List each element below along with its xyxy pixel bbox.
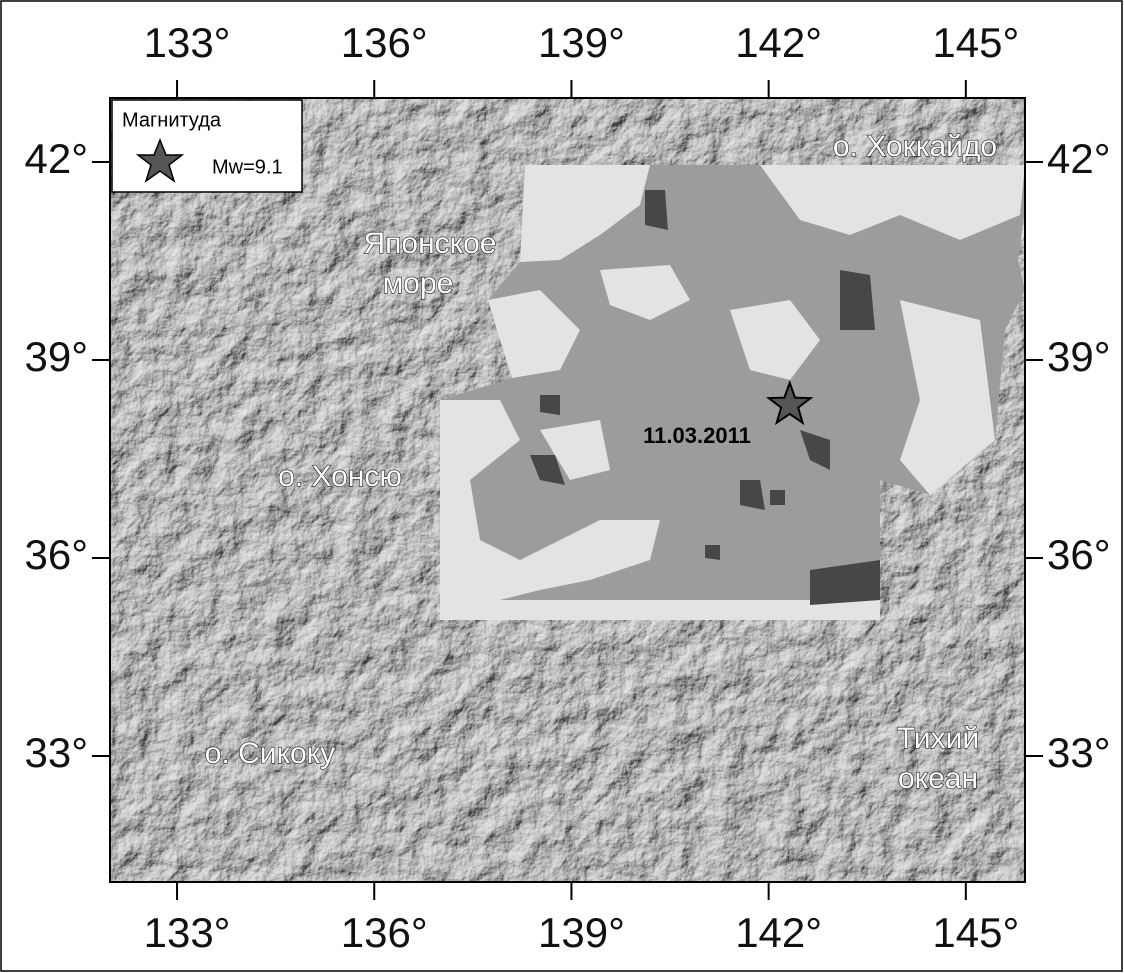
place-label: море <box>383 267 454 300</box>
x-tick-label: 142° <box>735 19 822 66</box>
x-tick-label: 136° <box>341 19 428 66</box>
y-tick-label: 33° <box>24 729 88 776</box>
x-tick-label: 136° <box>341 909 428 956</box>
legend-title: Магнитуда <box>122 109 222 131</box>
legend-label: Mw=9.1 <box>212 156 283 178</box>
y-tick-label: 42° <box>24 135 88 182</box>
x-tick-label: 142° <box>735 909 822 956</box>
x-tick-label: 133° <box>144 909 231 956</box>
place-label: о. Хоккайдо <box>833 130 997 163</box>
y-tick-label: 36° <box>1047 531 1111 578</box>
y-tick-label: 36° <box>24 531 88 578</box>
event-date: 11.03.2011 <box>643 423 751 448</box>
x-tick-label: 133° <box>144 19 231 66</box>
map-figure: Магнитуда Mw=9.1 о. Хоккайдо Японское мо… <box>0 0 1124 973</box>
y-tick-label: 39° <box>1047 333 1111 380</box>
place-label: Японское <box>364 227 497 260</box>
x-tick-label: 139° <box>538 19 625 66</box>
place-label: океан <box>898 762 978 795</box>
place-label: о. Хонсю <box>278 460 402 493</box>
x-tick-label: 139° <box>538 909 625 956</box>
place-label: о. Сикоку <box>205 737 335 770</box>
legend: Магнитуда Mw=9.1 <box>112 100 302 192</box>
y-tick-label: 39° <box>24 333 88 380</box>
x-tick-label: 145° <box>932 909 1019 956</box>
x-tick-label: 145° <box>932 19 1019 66</box>
y-tick-label: 42° <box>1047 135 1111 182</box>
place-label: Тихий <box>897 722 979 755</box>
y-tick-label: 33° <box>1047 729 1111 776</box>
